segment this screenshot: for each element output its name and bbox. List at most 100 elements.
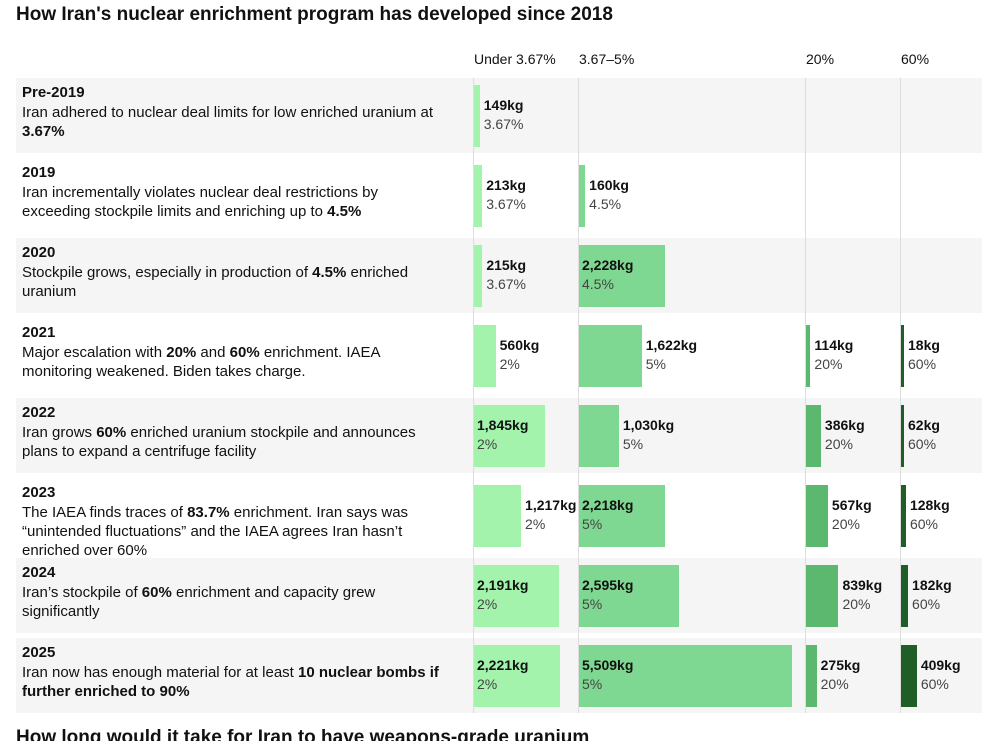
bar (579, 645, 792, 707)
amount: 2,191kg (477, 577, 529, 593)
row-description: Major escalation with 20% and 60% enrich… (22, 343, 447, 381)
enrichment-level: 5% (622, 436, 644, 452)
amount: 567kg (831, 497, 872, 513)
enrichment-level: 20% (831, 516, 860, 532)
bar (579, 405, 619, 467)
enrichment-level: 2% (499, 356, 520, 372)
next-title: How long would it take for Iran to have … (16, 727, 590, 741)
bar (806, 405, 821, 467)
value-label: 275kg 20% (821, 656, 861, 694)
description-segment: Iran now has enough material for at leas… (22, 664, 298, 681)
bar (901, 565, 909, 627)
value-label: 2,218kg 5% (582, 496, 633, 534)
amount: 2,228kg (582, 257, 634, 273)
description-segment: 83.7% (187, 504, 230, 521)
amount: 275kg (820, 657, 861, 673)
description-segment: 20% (166, 344, 197, 361)
column-header: Under 3.67% (474, 51, 556, 67)
bar (474, 85, 480, 147)
value-label: 2,595kg 5% (582, 576, 633, 614)
amount: 5,509kg (582, 657, 634, 673)
enrichment-level: 2% (477, 596, 498, 612)
enrichment-level: 60% (912, 596, 941, 612)
bar (579, 245, 666, 307)
description-segment: 60% (96, 424, 127, 441)
value-label: 386kg 20% (825, 416, 865, 454)
bar (901, 325, 904, 387)
value-label: 215kg 3.67% (486, 256, 526, 294)
amount: 2,218kg (582, 497, 634, 513)
description-segment: Stockpile grows, especially in productio… (22, 264, 313, 281)
enrichment-level: 20% (824, 436, 853, 452)
value-label: 5,509kg 5% (582, 656, 633, 694)
description-segment: Iran adhered to nuclear deal limits for … (22, 104, 434, 121)
value-label: 1,217kg 2% (525, 496, 576, 534)
value-label: 839kg 20% (842, 576, 882, 614)
enrichment-level: 20% (842, 596, 871, 612)
description-segment: enriched uranium stockpile and announces… (22, 424, 416, 460)
column-divider (900, 78, 901, 713)
description-segment: 60% (229, 344, 260, 361)
row-background (16, 238, 982, 313)
amount: 149kg (483, 97, 524, 113)
enrichment-level: 2% (477, 676, 498, 692)
description-segment: Iran incrementally violates nuclear deal… (22, 184, 378, 220)
bar (579, 565, 680, 627)
description-segment: 10 nuclear bombs if further enriched to … (22, 664, 439, 700)
bar (474, 485, 522, 547)
enrichment-level: 4.5% (589, 196, 622, 212)
amount: 18kg (908, 337, 940, 353)
description-segment: Iran grows (22, 424, 97, 441)
row-description: Stockpile grows, especially in productio… (22, 263, 447, 301)
row-description: Iran now has enough material for at leas… (22, 663, 447, 701)
amount: 128kg (909, 497, 950, 513)
value-label: 182kg 60% (912, 576, 952, 614)
bar (474, 645, 560, 707)
value-label: 2,228kg 4.5% (582, 256, 633, 294)
row-background (16, 78, 982, 153)
amount: 1,845kg (477, 417, 529, 433)
bar (474, 405, 546, 467)
row-description: Iran’s stockpile of 60% enrichment and c… (22, 583, 447, 621)
enrichment-level: 60% (908, 356, 937, 372)
description-segment: The IAEA finds traces of (22, 504, 188, 521)
column-divider (473, 78, 474, 713)
enrichment-level: 20% (814, 356, 843, 372)
amount: 2,595kg (582, 577, 634, 593)
value-label: 1,622kg 5% (646, 336, 697, 374)
row-description: The IAEA finds traces of 83.7% enrichmen… (22, 503, 447, 560)
value-label: 2,221kg 2% (477, 656, 528, 694)
bar (474, 165, 483, 227)
enrichment-level: 60% (909, 516, 938, 532)
bar (806, 485, 828, 547)
amount: 2,221kg (477, 657, 529, 673)
enrichment-level: 60% (908, 436, 937, 452)
row-year: 2020 (22, 244, 56, 261)
amount: 182kg (912, 577, 952, 593)
enrichment-level: 4.5% (582, 276, 614, 292)
enrichment-level: 20% (820, 676, 849, 692)
bar (901, 485, 906, 547)
description-segment: enrichment and capacity grew significant… (22, 584, 376, 620)
description-segment: Major escalation with (22, 344, 167, 361)
row-year: 2021 (22, 324, 56, 341)
row-year: 2025 (22, 644, 56, 661)
value-label: 213kg 3.67% (486, 176, 526, 214)
bar (901, 645, 917, 707)
row-year: 2023 (22, 484, 56, 501)
bar (474, 565, 559, 627)
title: How Iran's nuclear enrichment program ha… (16, 4, 613, 25)
value-label: 149kg 3.67% (484, 96, 524, 134)
bar (806, 565, 839, 627)
amount: 1,217kg (525, 497, 577, 513)
column-header: 60% (901, 51, 930, 67)
enrichment-level: 5% (582, 676, 603, 692)
value-label: 1,845kg 2% (477, 416, 528, 454)
row-year: 2019 (22, 164, 56, 181)
amount: 62kg (908, 417, 940, 433)
enrichment-level: 3.67% (486, 276, 527, 292)
description-segment: 3.67% (22, 123, 65, 140)
bar (474, 325, 496, 387)
description-segment: Iran’s stockpile of (22, 584, 142, 601)
